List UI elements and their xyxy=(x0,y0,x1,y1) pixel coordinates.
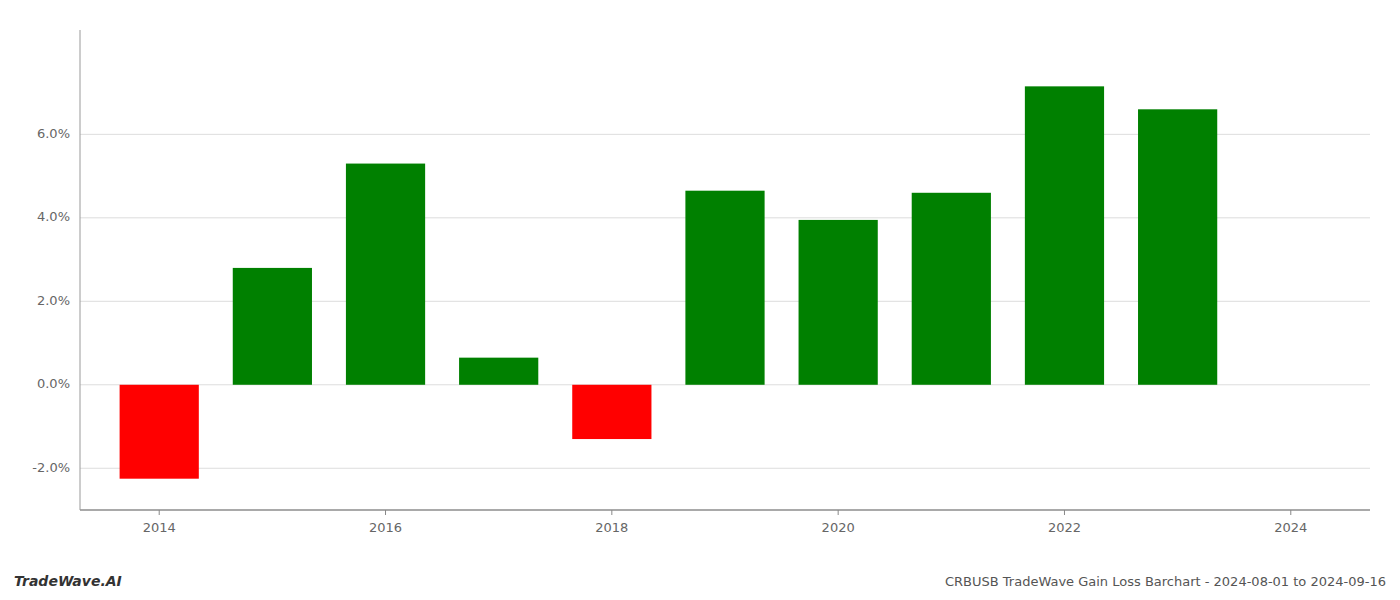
x-tick-label: 2020 xyxy=(822,520,855,535)
y-tick-label: 6.0% xyxy=(37,126,70,141)
bar xyxy=(572,385,651,439)
bar xyxy=(799,220,878,385)
y-tick-label: 2.0% xyxy=(37,293,70,308)
bar xyxy=(346,164,425,385)
x-tick xyxy=(611,510,612,515)
x-tick xyxy=(1290,510,1291,515)
bar xyxy=(233,268,312,385)
footer-left: TradeWave.AI xyxy=(14,573,122,589)
x-tick-label: 2018 xyxy=(595,520,628,535)
bar xyxy=(1138,109,1217,384)
bar xyxy=(685,191,764,385)
footer-right: CRBUSB TradeWave Gain Loss Barchart - 20… xyxy=(945,574,1386,589)
y-tick-label: 0.0% xyxy=(37,376,70,391)
y-tick-label: -2.0% xyxy=(32,460,70,475)
bar xyxy=(459,358,538,385)
bar xyxy=(912,193,991,385)
chart-svg: -2.0% 0.0% 2.0% 4.0% 6.0% 2014 2016 2018 2020 202… xyxy=(0,0,1400,600)
x-tick-label: 2014 xyxy=(143,520,176,535)
chart-container: -2.0% 0.0% 2.0% 4.0% 6.0% 2014 2016 2018 2020 202… xyxy=(0,0,1400,600)
x-tick-label: 2024 xyxy=(1274,520,1307,535)
bar xyxy=(1025,86,1104,384)
x-tick xyxy=(1064,510,1065,515)
x-tick-label: 2022 xyxy=(1048,520,1081,535)
x-tick xyxy=(385,510,386,515)
grid-line xyxy=(80,468,1370,469)
x-axis-line xyxy=(80,509,1370,510)
axes: -2.0% 0.0% 2.0% 4.0% 6.0% 2014 2016 2018 2020 202… xyxy=(32,30,1370,535)
bars xyxy=(120,86,1218,478)
bar xyxy=(120,385,199,479)
x-tick xyxy=(838,510,839,515)
y-tick-label: 4.0% xyxy=(37,209,70,224)
x-tick-label: 2016 xyxy=(369,520,402,535)
y-axis-line xyxy=(80,30,81,510)
x-tick xyxy=(159,510,160,515)
